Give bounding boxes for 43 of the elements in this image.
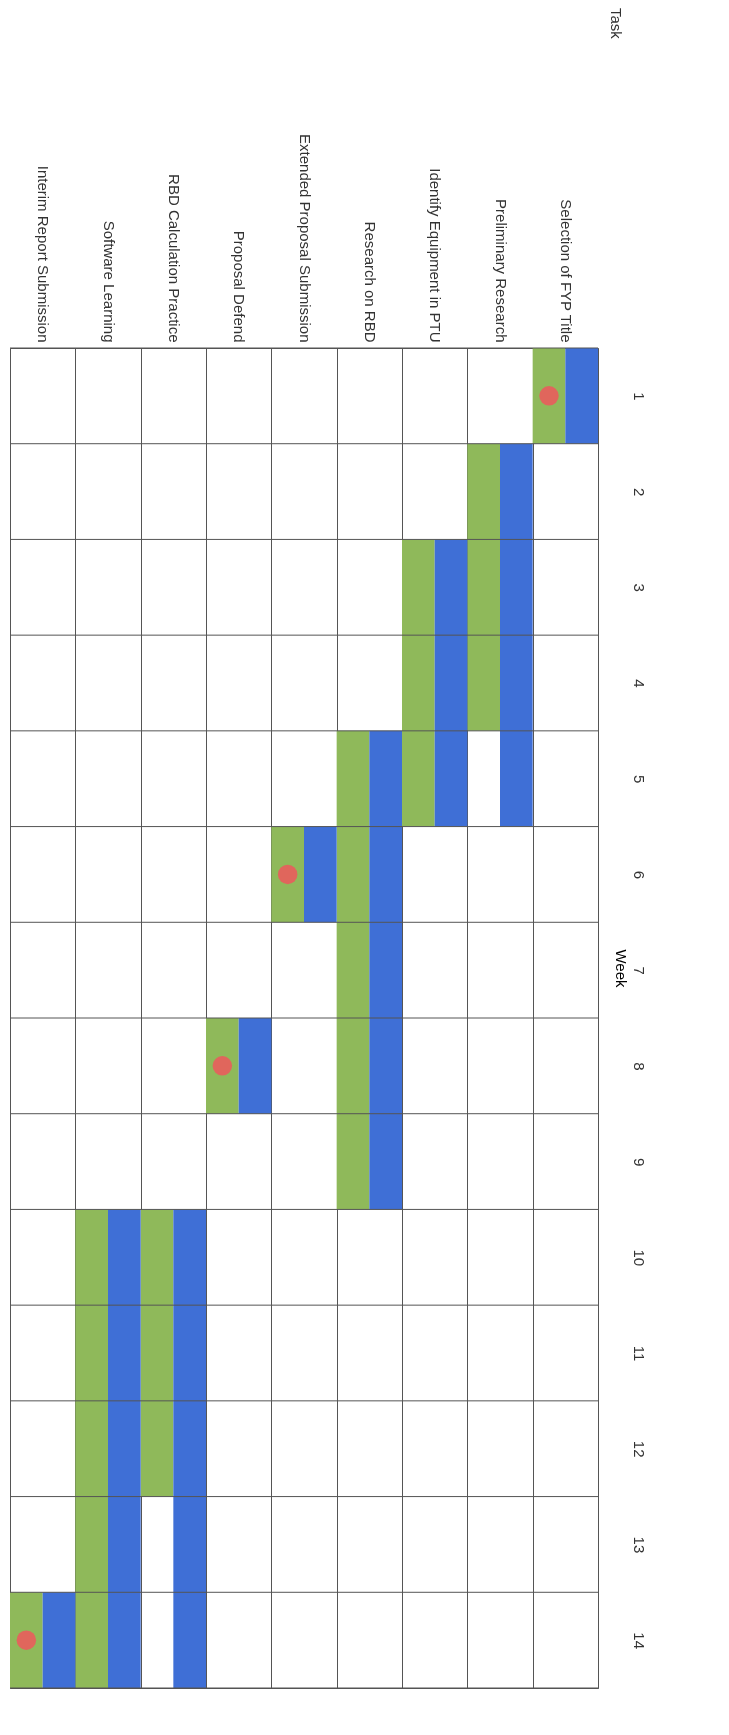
y-tick-label: 11 xyxy=(630,1345,648,1362)
x-tick-label: Preliminary Research xyxy=(492,199,510,343)
y-tick-label: 2 xyxy=(630,487,648,497)
x-tick-label: RBD Calculation Practice xyxy=(165,174,183,343)
x-tick-label: Proposal Defend xyxy=(231,230,249,343)
bar xyxy=(271,826,304,923)
x-tick-label: Research on RBD xyxy=(361,221,379,343)
y-tick-label: 14 xyxy=(630,1632,648,1649)
bar xyxy=(500,443,533,827)
x-tick-label: Interim Report Submission xyxy=(35,165,53,343)
y-tick-label: 5 xyxy=(630,775,648,784)
x-tick-label: Software Learning xyxy=(100,220,118,343)
y-tick-label: 1 xyxy=(630,392,648,401)
y-tick-label: 7 xyxy=(630,966,648,975)
bar xyxy=(10,1592,43,1688)
y-tick-label: 6 xyxy=(630,870,648,880)
bar xyxy=(369,730,402,1210)
y-tick-label: 4 xyxy=(630,679,648,688)
x-tick-label: Identify Equipment in PTU xyxy=(427,168,445,343)
bar xyxy=(206,1018,239,1114)
y-tick-label: 9 xyxy=(630,1157,648,1167)
bar xyxy=(336,730,370,1210)
y-tick-label: 13 xyxy=(630,1536,648,1554)
bar xyxy=(304,826,337,923)
bar xyxy=(173,1209,206,1688)
y-tick-label: 8 xyxy=(630,1062,648,1071)
y-tick-label: 12 xyxy=(630,1440,648,1458)
x-tick-label: Selection of FYP Title xyxy=(557,199,575,343)
bar xyxy=(238,1018,272,1114)
bar xyxy=(467,443,500,731)
bar xyxy=(42,1592,76,1688)
bar xyxy=(108,1209,141,1688)
bar xyxy=(75,1209,108,1688)
bar xyxy=(402,539,435,827)
y-tick-label: 3 xyxy=(630,583,648,592)
bar xyxy=(532,348,566,444)
bar xyxy=(140,1209,174,1497)
y-axis-title: Week xyxy=(612,949,630,989)
text: Task xyxy=(608,8,625,40)
bar xyxy=(434,539,468,827)
y-tick-label: 10 xyxy=(630,1249,648,1267)
bar xyxy=(565,348,598,444)
x-tick-label: Extended Proposal Submission xyxy=(296,134,314,343)
